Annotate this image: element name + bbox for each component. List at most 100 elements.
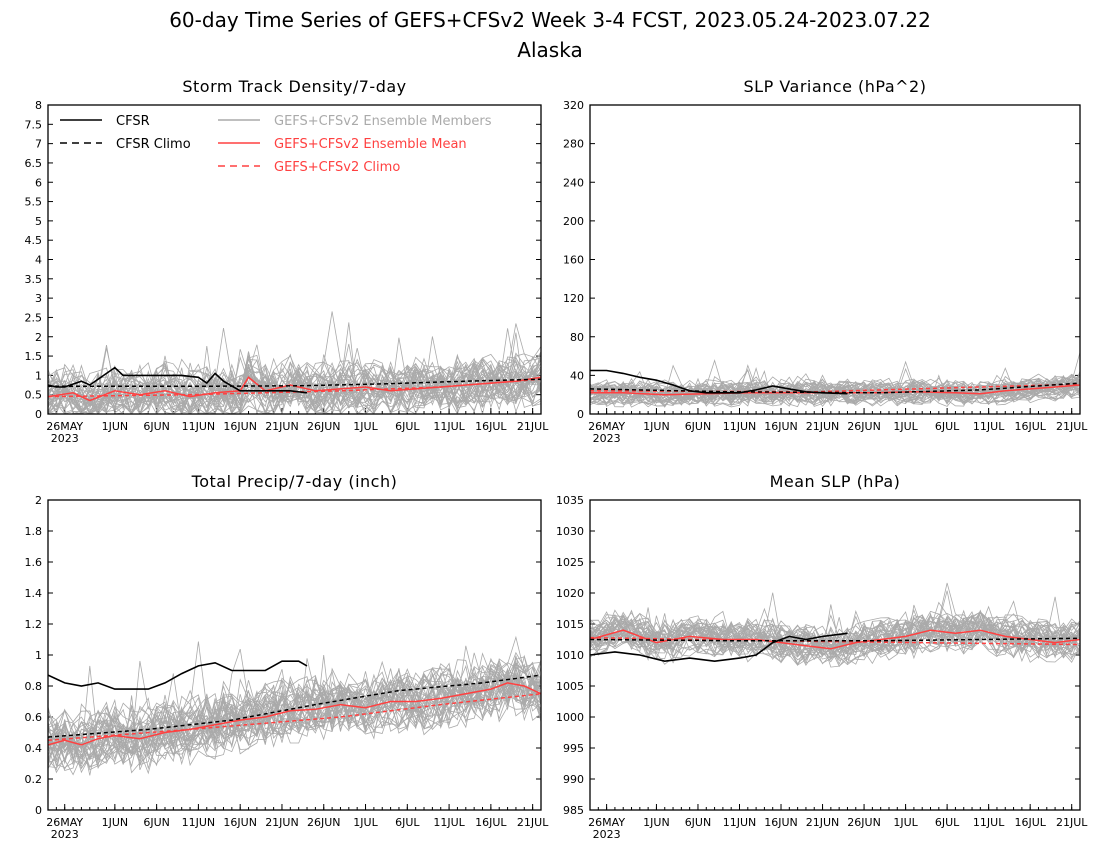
x-tick-label: 6JUN [143, 420, 170, 433]
ensemble-member-line [48, 349, 541, 411]
ensemble-members [48, 311, 541, 414]
ensemble-member-line [590, 376, 1080, 400]
y-tick-label: 4 [35, 254, 42, 267]
y-tick-label: 3 [35, 292, 42, 305]
y-tick-label: 1030 [556, 525, 584, 538]
x-tick-label: 16JUL [1014, 816, 1046, 829]
ensemble-members [590, 352, 1080, 408]
series-gefs-cfsv2-climo [48, 378, 541, 398]
panel-title: SLP Variance (hPa^2) [744, 77, 927, 96]
y-tick-label: 1000 [556, 711, 584, 724]
ensemble-member-line [48, 322, 541, 403]
ensemble-member-line [48, 672, 541, 762]
legend-label: GEFS+CFSv2 Ensemble Members [274, 114, 492, 129]
y-tick-label: 3.5 [25, 273, 43, 286]
x-tick-label: 1JUN [643, 816, 670, 829]
x-tick-label: 16JUN [764, 420, 798, 433]
ensemble-member-line [590, 387, 1080, 406]
x-tick-label: 26JUN [847, 420, 881, 433]
legend: CFSR CFSR Climo GEFS+CFSv2 Ensemble Member… [60, 114, 492, 175]
x-tick-label: 11JUL [433, 816, 465, 829]
x-tick-label: 11JUL [973, 420, 1005, 433]
ensemble-member-line [48, 641, 541, 769]
y-tick-label: 1.8 [25, 525, 43, 538]
x-tick-label: 6JUL [395, 816, 420, 829]
ensemble-member-line [590, 374, 1080, 407]
legend-label: CFSR [116, 114, 150, 129]
panel-1: Storm Track Density/7-day 0 0.5 1 1.5 2 2.5 3 3.… [25, 77, 550, 445]
ensemble-member-line [48, 374, 541, 414]
x-tick-label: 6JUL [395, 420, 420, 433]
y-tick-label: 240 [563, 176, 584, 189]
y-tick-label: 1.4 [25, 587, 43, 600]
figure-title: 60-day Time Series of GEFS+CFSv2 Week 3-… [169, 8, 931, 32]
x-tick-label: 26JUN [307, 420, 341, 433]
x-tick-label: 6JUN [685, 816, 712, 829]
panel-title: Mean SLP (hPa) [770, 472, 901, 491]
x-year-label: 2023 [593, 828, 621, 841]
x-tick-label: 1JUN [102, 420, 129, 433]
y-tick-label: 1010 [556, 649, 584, 662]
y-tick-label: 0 [35, 804, 42, 817]
y-tick-label: 2 [35, 331, 42, 344]
ensemble-member-line [48, 678, 541, 776]
y-tick-label: 6.5 [25, 157, 43, 170]
x-tick-label: 6JUN [143, 816, 170, 829]
series-cfsr-climo [590, 637, 1080, 642]
y-tick-label: 200 [563, 215, 584, 228]
y-tick-label: 8 [35, 99, 42, 112]
y-tick-label: 0.6 [25, 711, 43, 724]
ensemble-member-line [590, 619, 1080, 656]
x-tick-label: 21JUL [1056, 816, 1088, 829]
y-tick-label: 40 [570, 369, 584, 382]
x-tick-label: 26JUN [307, 816, 341, 829]
x-tick-label: 16JUL [475, 816, 507, 829]
plot-frame [47, 499, 542, 811]
ensemble-member-line [590, 373, 1080, 399]
ensemble-member-line [590, 615, 1080, 656]
y-tick-label: 1.5 [25, 350, 43, 363]
x-tick-label: 1JUN [102, 816, 129, 829]
legend-label: GEFS+CFSv2 Ensemble Mean [274, 137, 467, 152]
y-tick-label: 2 [35, 494, 42, 507]
x-tick-label: 21JUL [517, 816, 549, 829]
y-tick-label: 1 [35, 369, 42, 382]
ensemble-member-line [48, 311, 541, 401]
x-tick-label: 1JUL [353, 816, 378, 829]
y-tick-label: 0.4 [25, 742, 43, 755]
x-tick-label: 1JUL [893, 816, 918, 829]
ensemble-member-line [48, 356, 541, 408]
y-tick-label: 0 [35, 408, 42, 421]
y-tick-label: 995 [563, 742, 584, 755]
ensemble-members [590, 582, 1080, 668]
x-tick-label: 11JUN [723, 816, 757, 829]
y-tick-label: 990 [563, 773, 584, 786]
series-gefs-cfsv2-ensemble-mean [48, 376, 541, 402]
ensemble-member-line [48, 356, 541, 408]
x-tick-label: 16JUL [475, 420, 507, 433]
ensemble-member-line [48, 667, 541, 771]
panels: Storm Track Density/7-day 0 0.5 1 1.5 2 2.5 3 3.… [25, 77, 1089, 841]
y-tick-label: 1.6 [25, 556, 43, 569]
x-tick-label: 21JUN [806, 816, 840, 829]
panel-3: Total Precip/7-day (inch)00.20.40.60.811… [25, 472, 550, 841]
series-gefs-cfsv2-ensemble-mean [590, 629, 1080, 650]
x-tick-label: 11JUN [182, 816, 216, 829]
series-cfsr [48, 366, 308, 394]
series-cfsr [48, 660, 308, 690]
x-year-label: 2023 [51, 828, 79, 841]
x-tick-label: 21JUN [265, 420, 299, 433]
x-tick-label: 26MAY [588, 420, 625, 433]
series-cfsr [590, 632, 848, 663]
x-tick-label: 1JUL [893, 420, 918, 433]
y-tick-label: 80 [570, 331, 584, 344]
x-tick-label: 1JUL [353, 420, 378, 433]
ensemble-member-line [48, 361, 541, 405]
x-tick-label: 11JUL [973, 816, 1005, 829]
plot-frame [589, 104, 1081, 415]
x-tick-label: 26JUN [847, 816, 881, 829]
x-tick-label: 21JUL [1056, 420, 1088, 433]
y-tick-label: 1020 [556, 587, 584, 600]
y-tick-label: 1015 [556, 618, 584, 631]
